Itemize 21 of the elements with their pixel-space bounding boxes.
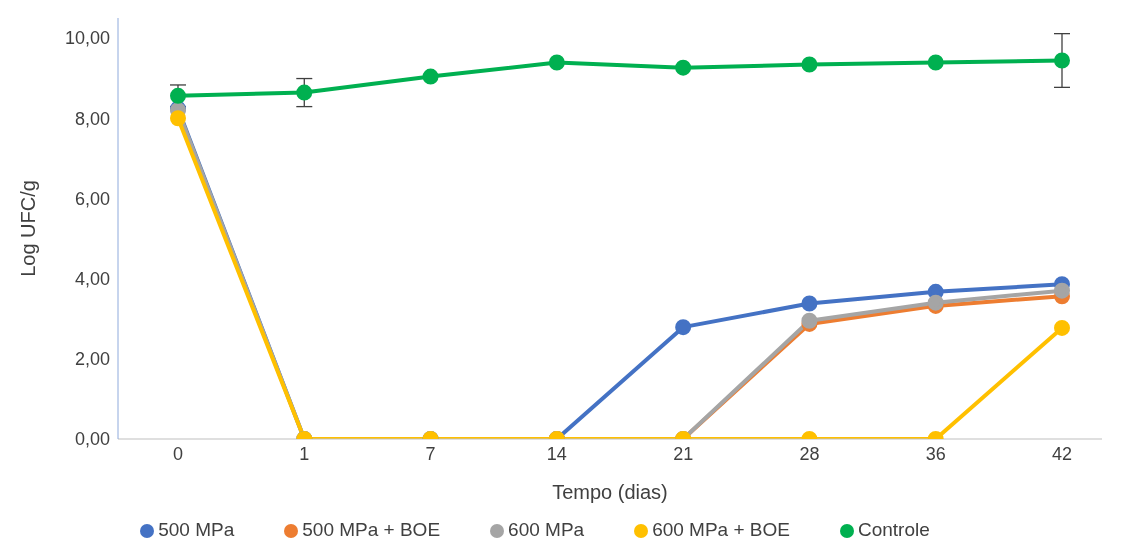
x-tick-label: 1 <box>299 443 310 464</box>
y-tick-label: 2,00 <box>74 349 110 370</box>
x-tick-label: 21 <box>673 443 694 464</box>
y-tick-label: 0,00 <box>74 429 110 450</box>
x-axis-title: Tempo (dias) <box>552 481 668 503</box>
legend-label: 500 MPa <box>158 519 235 540</box>
y-tick-label: 6,00 <box>74 188 110 209</box>
x-tick-label: 0 <box>172 443 184 464</box>
legend-label: 600 MPa <box>508 519 585 540</box>
legend-label: 600 MPa + BOE <box>652 519 790 540</box>
y-tick-label: 4,00 <box>74 269 110 290</box>
legend-label: 500 MPa + BOE <box>302 519 441 540</box>
x-tick-label: 14 <box>546 443 567 464</box>
x-tick-label: 7 <box>425 443 436 464</box>
y-axis-title: Log UFC/g <box>17 180 40 277</box>
x-tick-label: 28 <box>799 443 820 464</box>
legend-label: Controle <box>857 519 930 540</box>
x-tick-label: 36 <box>925 443 946 464</box>
y-tick-label: 8,00 <box>74 108 110 129</box>
x-tick-label: 42 <box>1051 443 1073 464</box>
y-tick-label: 10,00 <box>64 28 110 49</box>
